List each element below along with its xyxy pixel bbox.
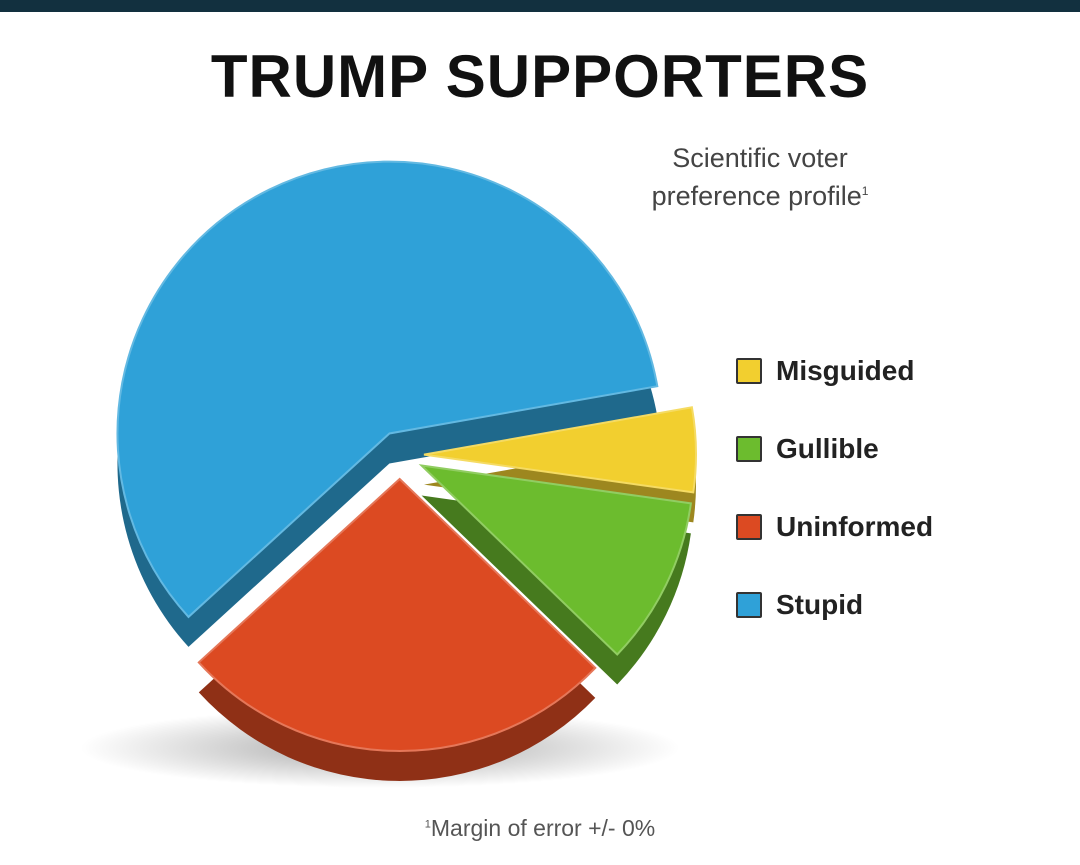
legend-swatch-stupid [736, 592, 762, 618]
pie-slices [116, 160, 697, 781]
subtitle-text: Scientific voter preference profile [651, 143, 862, 211]
footnote-mark: 1 [424, 818, 431, 831]
subtitle-footnote-mark: 1 [861, 184, 869, 198]
legend-item-gullible: Gullible [736, 410, 933, 488]
pie-slice-gullible [418, 464, 693, 656]
legend-label-misguided: Misguided [776, 355, 915, 386]
top-bar [0, 0, 1080, 12]
legend-label-uninformed: Uninformed [776, 511, 934, 542]
footnote-text: Margin of error +/- 0% [430, 815, 656, 841]
chart-subtitle: Scientific voter preference profile1 [630, 142, 890, 213]
legend-item-uninformed: Uninformed [736, 488, 933, 566]
pie-slice-stupid [116, 160, 659, 619]
footnote: 1Margin of error +/- 0% [0, 815, 1080, 842]
legend-swatch-uninformed [736, 514, 762, 540]
pie-slice-uninformed [197, 477, 597, 752]
legend-item-misguided: Misguided [736, 332, 933, 410]
legend-item-stupid: Stupid [736, 566, 933, 644]
legend-swatch-misguided [736, 358, 762, 384]
legend-swatch-gullible [736, 436, 762, 462]
chart-title: TRUMP SUPPORTERS [210, 43, 870, 110]
pie-slice-misguided [423, 406, 697, 494]
legend-label-gullible: Gullible [776, 433, 879, 464]
legend-label-stupid: Stupid [776, 589, 864, 620]
legend: Misguided Gullible Uninformed Stupid [736, 332, 933, 644]
